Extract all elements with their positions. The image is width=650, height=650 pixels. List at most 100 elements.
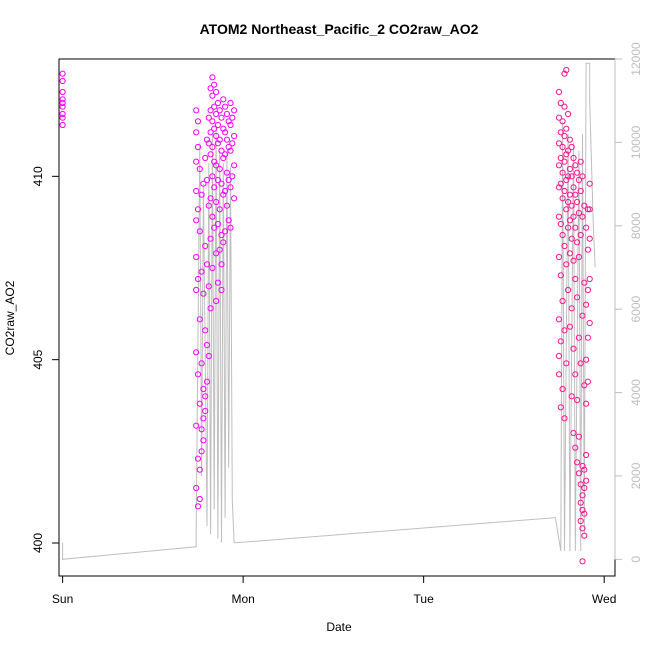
data-point — [581, 484, 588, 492]
data-point — [213, 297, 220, 305]
data-point — [213, 132, 220, 140]
data-point — [205, 114, 212, 121]
data-point — [581, 510, 588, 517]
data-point — [583, 451, 590, 459]
data-point — [207, 107, 214, 114]
data-point — [193, 349, 200, 356]
data-point — [584, 286, 592, 294]
data-point — [207, 129, 214, 136]
data-point — [213, 110, 220, 118]
data-point — [211, 81, 218, 88]
y2-tick-label: 8000 — [629, 212, 643, 239]
data-point — [557, 154, 564, 162]
data-point — [202, 154, 209, 162]
data-point — [222, 151, 229, 158]
data-point — [213, 88, 220, 96]
data-point — [193, 484, 200, 492]
data-point — [214, 220, 221, 228]
data-point — [584, 378, 592, 385]
data-point — [557, 220, 564, 228]
data-point — [193, 422, 200, 429]
data-point — [570, 345, 577, 352]
data-point — [59, 70, 66, 77]
data-point — [216, 246, 223, 253]
y-axis-right: 0 2000 4000 6000 8000 10000 12000 — [614, 42, 643, 563]
data-point — [584, 206, 592, 213]
data-point — [575, 253, 583, 261]
data-point — [577, 360, 584, 367]
data-point — [229, 173, 236, 180]
data-point — [555, 352, 563, 360]
data-point — [579, 525, 586, 532]
data-point — [229, 114, 236, 121]
data-point — [555, 140, 563, 147]
data-point — [218, 286, 225, 294]
data-point — [211, 158, 218, 165]
data-point — [216, 107, 223, 114]
data-point — [220, 154, 227, 162]
data-point — [225, 217, 232, 224]
data-point — [568, 173, 575, 180]
data-point — [227, 184, 234, 191]
data-point — [225, 143, 232, 151]
data-point — [200, 180, 207, 187]
data-point — [220, 125, 227, 132]
data-point — [565, 147, 572, 154]
data-point — [229, 140, 236, 147]
data-point — [563, 176, 570, 184]
data-point — [222, 103, 229, 110]
data-point — [211, 184, 218, 191]
data-point — [570, 429, 577, 437]
data-point — [196, 228, 203, 235]
data-point — [203, 261, 211, 268]
data-point — [200, 290, 207, 297]
data-point — [220, 239, 227, 246]
data-point — [227, 99, 234, 107]
data-point — [555, 371, 563, 378]
data-point — [209, 92, 216, 99]
data-point — [211, 125, 218, 132]
data-point — [557, 338, 564, 345]
data-point — [579, 213, 586, 220]
y2-tick-label: 0 — [629, 556, 643, 563]
data-point — [196, 400, 203, 407]
data-point — [561, 158, 568, 165]
data-point — [577, 187, 584, 195]
data-point — [207, 151, 214, 158]
data-point — [559, 143, 566, 151]
data-point — [555, 114, 563, 121]
y-tick-label: 400 — [31, 533, 45, 553]
data-point — [194, 143, 202, 151]
data-point — [561, 415, 568, 422]
data-point — [575, 433, 583, 440]
data-point — [209, 264, 216, 272]
data-point — [59, 114, 66, 121]
data-point — [565, 286, 572, 294]
data-point — [566, 323, 574, 330]
data-point — [205, 140, 212, 147]
data-point — [59, 121, 66, 129]
data-point — [216, 206, 223, 213]
data-point — [566, 136, 574, 143]
data-point — [218, 231, 225, 239]
data-point — [561, 132, 568, 140]
data-point — [583, 224, 590, 231]
data-point — [579, 462, 586, 470]
data-point — [193, 107, 200, 114]
data-point — [59, 110, 66, 118]
data-point — [579, 558, 586, 565]
data-point — [581, 532, 588, 539]
data-point — [198, 448, 205, 455]
data-point — [566, 250, 574, 257]
data-point — [209, 213, 216, 220]
data-point — [220, 96, 227, 103]
data-point — [570, 154, 577, 162]
data-point — [207, 235, 214, 242]
data-point — [577, 481, 584, 488]
x-axis-label: Date — [326, 620, 352, 634]
data-point — [203, 136, 211, 143]
data-point — [209, 118, 216, 125]
data-point — [209, 173, 216, 180]
data-point — [563, 125, 570, 132]
y2-tick-label: 12000 — [629, 42, 643, 76]
